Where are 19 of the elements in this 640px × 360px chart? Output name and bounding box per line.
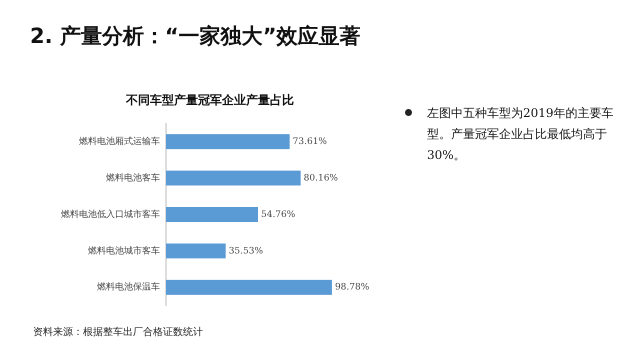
y-tick-label: 燃料电池客车 — [106, 172, 160, 184]
data-label: 73.61% — [292, 136, 328, 147]
data-label: 98.78% — [334, 282, 370, 293]
text: 左图中五种车型为2019年的主要车型。产量冠军企业占比最低均高于30%。 — [427, 106, 614, 162]
bar — [166, 280, 332, 295]
y-tick-label: 燃料电池城市客车 — [88, 245, 160, 256]
bar — [166, 170, 301, 186]
y-tick-label: 燃料电池低入口城市客车 — [61, 208, 160, 220]
bar — [166, 134, 290, 150]
chart-subtitle: 不同车型产量冠军企业产量占比 — [124, 92, 295, 109]
bar — [166, 243, 226, 258]
data-label: 80.16% — [304, 173, 338, 184]
y-tick-label: 燃料电池保温车 — [97, 282, 160, 293]
data-label: 35.53% — [228, 246, 264, 256]
y-tick-label: 燃料电池厢式运输车 — [79, 136, 160, 147]
chart-title: 2. 产量分析：“一家独大”效应显著 — [30, 23, 361, 50]
data-label: 54.76% — [260, 210, 296, 220]
bar — [166, 207, 258, 222]
text: 资料来源：根据整车出厂合格证数统计 — [33, 326, 203, 339]
